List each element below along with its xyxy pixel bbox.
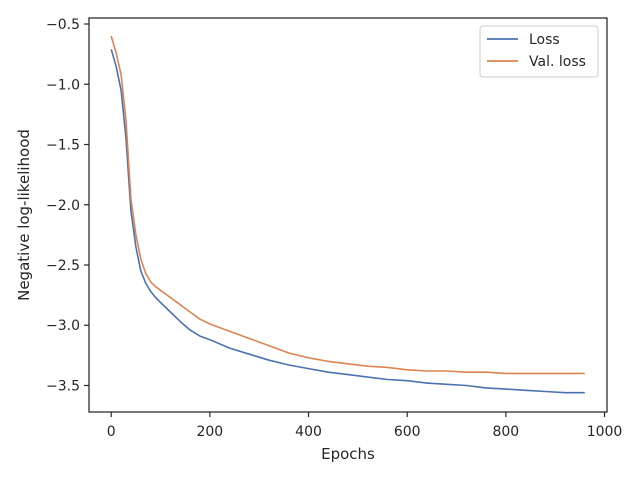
y-tick-label: −1.0 xyxy=(46,77,80,93)
x-tick-label: 800 xyxy=(492,424,519,440)
y-tick-label: −0.5 xyxy=(46,17,80,33)
y-axis-ticks: −0.5 −1.0 −1.5 −2.0 −2.5 −3.0 −3.5 xyxy=(46,17,89,394)
x-tick-label: 600 xyxy=(394,424,421,440)
y-tick-label: −2.0 xyxy=(46,198,80,214)
y-tick-label: −3.5 xyxy=(46,378,80,394)
legend-label-val-loss: Val. loss xyxy=(529,54,586,70)
y-tick-label: −2.5 xyxy=(46,258,80,274)
y-tick-label: −1.5 xyxy=(46,138,80,154)
x-tick-label: 200 xyxy=(196,424,223,440)
plot-frame xyxy=(88,17,608,413)
x-tick-label: 1000 xyxy=(587,424,623,440)
x-axis-ticks: 0 200 400 600 800 1000 xyxy=(107,412,623,440)
series-line-loss xyxy=(110,49,585,394)
y-axis-label: Negative log-likelihood xyxy=(15,129,33,301)
plot-content xyxy=(110,35,585,394)
y-tick-label: −3.0 xyxy=(46,318,80,334)
x-tick-label: 400 xyxy=(295,424,322,440)
legend: Loss Val. loss xyxy=(479,25,599,78)
series-line-val-loss xyxy=(110,35,585,375)
x-tick-label: 0 xyxy=(107,424,116,440)
legend-label-loss: Loss xyxy=(529,32,560,48)
x-axis-label: Epochs xyxy=(321,445,375,463)
